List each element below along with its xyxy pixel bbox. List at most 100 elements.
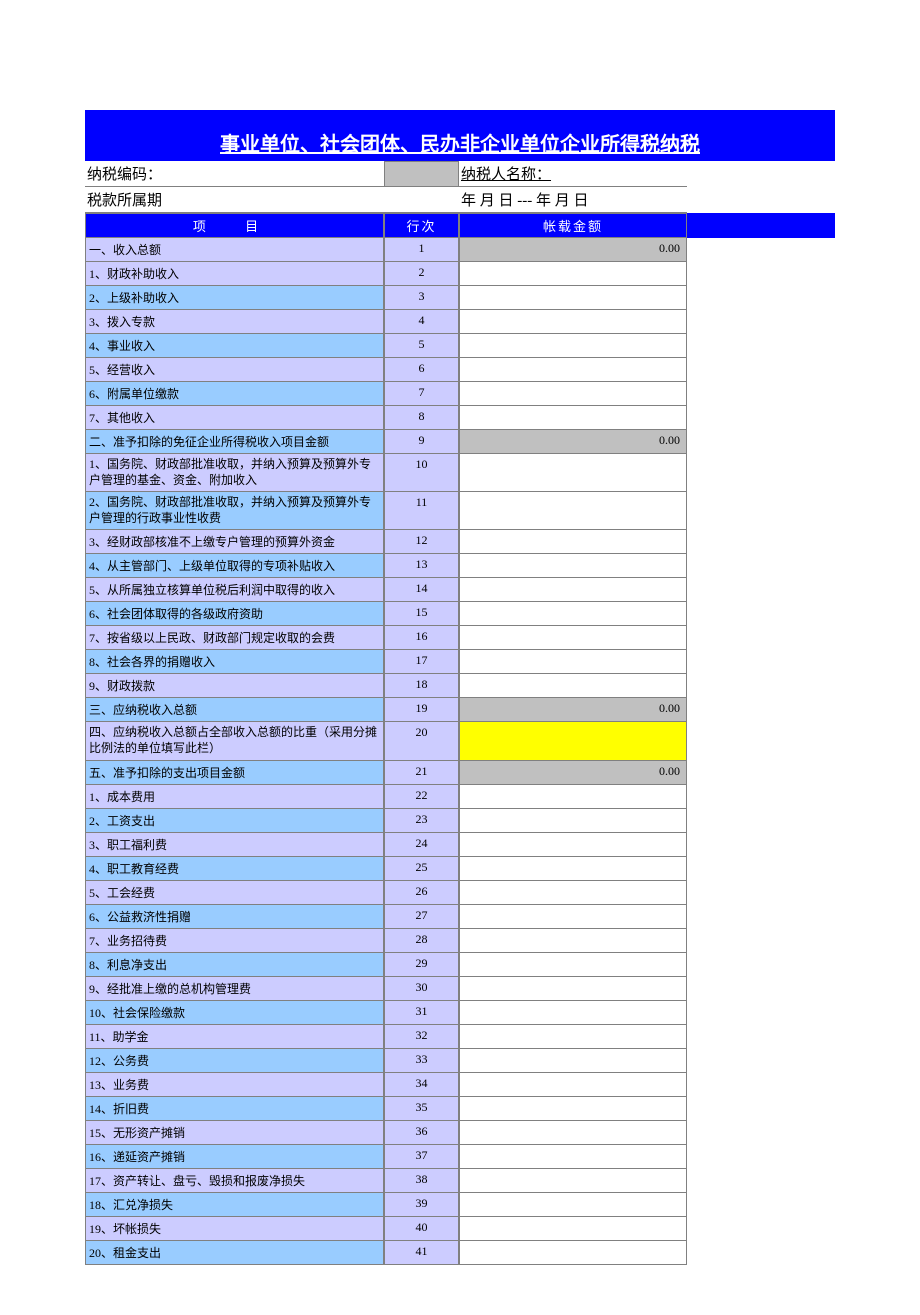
amount-cell[interactable] (459, 1169, 687, 1193)
item-cell: 9、经批准上缴的总机构管理费 (85, 977, 384, 1001)
amount-cell[interactable] (459, 602, 687, 626)
amount-cell[interactable] (459, 722, 687, 760)
table-row: 11、助学金32 (85, 1025, 835, 1049)
item-cell: 3、经财政部核准不上缴专户管理的预算外资金 (85, 530, 384, 554)
item-cell: 一、收入总额 (85, 238, 384, 262)
rownum-cell: 2 (384, 262, 459, 286)
table-row: 17、资产转让、盘亏、毁损和报废净损失38 (85, 1169, 835, 1193)
amount-cell[interactable] (459, 1049, 687, 1073)
amount-cell[interactable] (459, 1241, 687, 1265)
rownum-cell: 26 (384, 881, 459, 905)
taxpayer-code-value[interactable] (384, 161, 459, 187)
table-row: 6、社会团体取得的各级政府资助15 (85, 602, 835, 626)
amount-cell[interactable] (459, 1217, 687, 1241)
item-cell: 15、无形资产摊销 (85, 1121, 384, 1145)
amount-cell[interactable] (459, 626, 687, 650)
rownum-cell: 33 (384, 1049, 459, 1073)
table-row: 1、国务院、财政部批准收取，并纳入预算及预算外专户管理的基金、资金、附加收入10 (85, 454, 835, 492)
rownum-cell: 25 (384, 857, 459, 881)
table-header: 项 目 行次 帐载金额 (85, 213, 835, 238)
amount-cell[interactable] (459, 674, 687, 698)
amount-cell[interactable] (459, 358, 687, 382)
table-row: 3、职工福利费24 (85, 833, 835, 857)
item-cell: 1、国务院、财政部批准收取，并纳入预算及预算外专户管理的基金、资金、附加收入 (85, 454, 384, 492)
amount-cell[interactable] (459, 977, 687, 1001)
amount-cell[interactable] (459, 530, 687, 554)
item-cell: 7、业务招待费 (85, 929, 384, 953)
amount-cell[interactable] (459, 492, 687, 530)
item-cell: 四、应纳税收入总额占全部收入总额的比重（采用分摊比例法的单位填写此栏） (85, 722, 384, 760)
rownum-cell: 24 (384, 833, 459, 857)
table-row: 8、利息净支出29 (85, 953, 835, 977)
item-cell: 5、工会经费 (85, 881, 384, 905)
rownum-cell: 30 (384, 977, 459, 1001)
amount-cell[interactable] (459, 1073, 687, 1097)
item-cell: 3、职工福利费 (85, 833, 384, 857)
table-row: 3、经财政部核准不上缴专户管理的预算外资金12 (85, 530, 835, 554)
amount-cell[interactable] (459, 262, 687, 286)
item-cell: 3、拨入专款 (85, 310, 384, 334)
table-row: 9、经批准上缴的总机构管理费30 (85, 977, 835, 1001)
amount-cell[interactable] (459, 454, 687, 492)
item-cell: 12、公务费 (85, 1049, 384, 1073)
amount-cell[interactable] (459, 286, 687, 310)
amount-cell[interactable] (459, 1121, 687, 1145)
amount-cell[interactable] (459, 310, 687, 334)
table-row: 6、附属单位缴款7 (85, 382, 835, 406)
item-cell: 7、按省级以上民政、财政部门规定收取的会费 (85, 626, 384, 650)
item-cell: 6、社会团体取得的各级政府资助 (85, 602, 384, 626)
amount-cell[interactable] (459, 1145, 687, 1169)
item-cell: 8、社会各界的捐赠收入 (85, 650, 384, 674)
rownum-cell: 29 (384, 953, 459, 977)
amount-cell[interactable] (459, 929, 687, 953)
table-row: 19、坏帐损失40 (85, 1217, 835, 1241)
item-cell: 2、国务院、财政部批准收取，并纳入预算及预算外专户管理的行政事业性收费 (85, 492, 384, 530)
rownum-cell: 27 (384, 905, 459, 929)
amount-cell[interactable] (459, 406, 687, 430)
table-row: 7、按省级以上民政、财政部门规定收取的会费16 (85, 626, 835, 650)
amount-cell[interactable] (459, 650, 687, 674)
amount-cell[interactable] (459, 1001, 687, 1025)
tax-period-value: 年 月 日 --- 年 月 日 (459, 187, 687, 213)
table-row: 6、公益救济性捐赠27 (85, 905, 835, 929)
rownum-cell: 1 (384, 238, 459, 262)
amount-cell[interactable] (459, 953, 687, 977)
amount-cell[interactable] (459, 905, 687, 929)
table-row: 三、应纳税收入总额190.00 (85, 698, 835, 722)
amount-cell[interactable] (459, 785, 687, 809)
table-row: 4、事业收入5 (85, 334, 835, 358)
amount-cell[interactable] (459, 1097, 687, 1121)
amount-cell: 0.00 (459, 761, 687, 785)
item-cell: 20、租金支出 (85, 1241, 384, 1265)
rownum-cell: 20 (384, 722, 459, 760)
amount-cell: 0.00 (459, 430, 687, 454)
rownum-cell: 3 (384, 286, 459, 310)
table-row: 12、公务费33 (85, 1049, 835, 1073)
rownum-cell: 34 (384, 1073, 459, 1097)
rownum-cell: 21 (384, 761, 459, 785)
item-cell: 2、上级补助收入 (85, 286, 384, 310)
amount-cell[interactable] (459, 1193, 687, 1217)
rownum-cell: 17 (384, 650, 459, 674)
amount-cell[interactable] (459, 857, 687, 881)
amount-cell[interactable] (459, 1025, 687, 1049)
amount-cell[interactable] (459, 554, 687, 578)
rownum-cell: 41 (384, 1241, 459, 1265)
amount-cell[interactable] (459, 578, 687, 602)
amount-cell: 0.00 (459, 238, 687, 262)
amount-cell[interactable] (459, 881, 687, 905)
table-row: 10、社会保险缴款31 (85, 1001, 835, 1025)
item-cell: 6、公益救济性捐赠 (85, 905, 384, 929)
rownum-cell: 28 (384, 929, 459, 953)
amount-cell[interactable] (459, 809, 687, 833)
item-cell: 17、资产转让、盘亏、毁损和报废净损失 (85, 1169, 384, 1193)
item-cell: 二、准予扣除的免征企业所得税收入项目金额 (85, 430, 384, 454)
amount-cell[interactable] (459, 382, 687, 406)
item-cell: 8、利息净支出 (85, 953, 384, 977)
table-row: 4、职工教育经费25 (85, 857, 835, 881)
amount-cell[interactable] (459, 833, 687, 857)
rownum-cell: 10 (384, 454, 459, 492)
amount-cell[interactable] (459, 334, 687, 358)
item-cell: 2、工资支出 (85, 809, 384, 833)
table-row: 4、从主管部门、上级单位取得的专项补贴收入13 (85, 554, 835, 578)
